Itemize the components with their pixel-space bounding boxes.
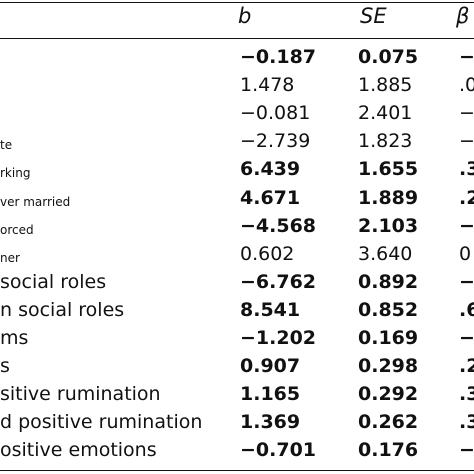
cell-b: −4.568 (240, 214, 317, 237)
cell-se: 0.169 (358, 327, 419, 349)
table-row: te −2.739 1.823 − (0, 128, 474, 156)
cell-beta: .3 (459, 383, 474, 406)
table-row: −0.081 2.401 − (0, 100, 474, 128)
cell-b: 4.671 (240, 186, 301, 209)
table-row: ms −1.202 0.169 − (0, 325, 474, 353)
table-row: social roles −6.762 0.892 − (0, 269, 474, 297)
column-header-b: b (238, 4, 252, 28)
row-label: ner (0, 250, 20, 265)
cell-beta: .3 (459, 411, 474, 434)
cell-beta: − (459, 327, 474, 349)
cell-se: 1.823 (358, 130, 413, 153)
cell-b: 8.541 (240, 298, 301, 321)
header-rule (0, 38, 474, 39)
cell-beta: − (459, 214, 474, 237)
cell-se: 0.075 (358, 46, 419, 68)
column-header-beta: β (456, 4, 470, 28)
table-row: rking 6.439 1.655 .3 (0, 156, 474, 184)
cell-beta: .2 (459, 186, 474, 209)
table-row: orced −4.568 2.103 − (0, 213, 474, 241)
cell-beta: 0 (459, 242, 472, 265)
cell-b: 1.369 (240, 411, 301, 434)
row-label: te (0, 138, 13, 153)
cell-b: −1.202 (240, 327, 317, 349)
bottom-rule (0, 470, 474, 471)
cell-se: 3.640 (358, 242, 413, 265)
table-row: ositive emotions −0.701 0.176 − (0, 437, 474, 465)
cell-beta: − (459, 102, 474, 125)
cell-b: −0.081 (240, 102, 311, 125)
cell-se: 2.401 (358, 102, 413, 125)
row-label: s (0, 355, 10, 378)
cell-se: 1.655 (358, 158, 419, 181)
cell-beta: − (459, 46, 474, 68)
cell-b: −2.739 (240, 130, 311, 153)
column-header-se: SE (360, 4, 387, 28)
row-label: orced (0, 222, 34, 237)
row-label: ms (0, 327, 29, 349)
row-label: social roles (0, 270, 107, 293)
row-label: ver married (0, 194, 71, 209)
row-label: d positive rumination (0, 411, 203, 434)
cell-se: 2.103 (358, 214, 419, 237)
table-row: ver married 4.671 1.889 .2 (0, 185, 474, 213)
cell-se: 0.262 (358, 411, 419, 434)
cell-se: 0.852 (358, 298, 419, 321)
table-row: d positive rumination 1.369 0.262 .3 (0, 409, 474, 437)
cell-se: 0.892 (358, 270, 419, 293)
table-row: sitive rumination 1.165 0.292 .3 (0, 381, 474, 409)
cell-b: 1.478 (240, 74, 295, 97)
table-row: ner 0.602 3.640 0 (0, 241, 474, 269)
cell-beta: − (459, 270, 474, 293)
cell-beta: .3 (459, 158, 474, 181)
cell-b: 6.439 (240, 158, 301, 181)
table-row: n social roles 8.541 0.852 .6 (0, 297, 474, 325)
cell-b: −0.701 (240, 439, 317, 462)
row-label: sitive rumination (0, 383, 161, 406)
cell-beta: .2 (459, 355, 474, 378)
cell-se: 0.292 (358, 383, 419, 406)
cell-beta: .6 (459, 298, 474, 321)
cell-beta: − (459, 439, 474, 462)
cell-b: −6.762 (240, 270, 317, 293)
top-rule (0, 2, 474, 3)
cell-se: 0.298 (358, 355, 419, 378)
cell-beta: .0 (459, 74, 474, 97)
table-row: −0.187 0.075 − (0, 44, 474, 72)
cell-se: 0.176 (358, 439, 419, 462)
cell-b: 0.602 (240, 242, 295, 265)
row-label: rking (0, 166, 31, 181)
cell-b: 0.907 (240, 355, 301, 378)
row-label: n social roles (0, 298, 125, 321)
cell-se: 1.889 (358, 186, 419, 209)
cell-beta: − (459, 130, 474, 153)
table-row: 1.478 1.885 .0 (0, 72, 474, 100)
cell-b: −0.187 (240, 46, 317, 68)
cell-se: 1.885 (358, 74, 413, 97)
table-row: s 0.907 0.298 .2 (0, 353, 474, 381)
cell-b: 1.165 (240, 383, 301, 406)
row-label: ositive emotions (0, 439, 157, 462)
